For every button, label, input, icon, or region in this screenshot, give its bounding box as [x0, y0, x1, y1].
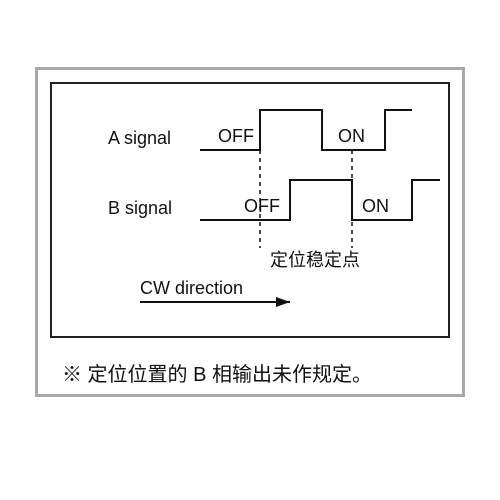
- a-signal-label: A signal: [108, 128, 171, 149]
- b-on-label: ON: [362, 196, 389, 217]
- footnote-text: ※ 定位位置的 B 相输出未作规定。: [62, 358, 372, 387]
- diagram-svg: [0, 0, 500, 500]
- a-off-label: OFF: [218, 126, 254, 147]
- cw-direction-label: CW direction: [140, 278, 243, 299]
- stable-point-label: 定位稳定点: [270, 246, 360, 272]
- a-on-label: ON: [338, 126, 365, 147]
- b-off-label: OFF: [244, 196, 280, 217]
- b-signal-label: B signal: [108, 198, 172, 219]
